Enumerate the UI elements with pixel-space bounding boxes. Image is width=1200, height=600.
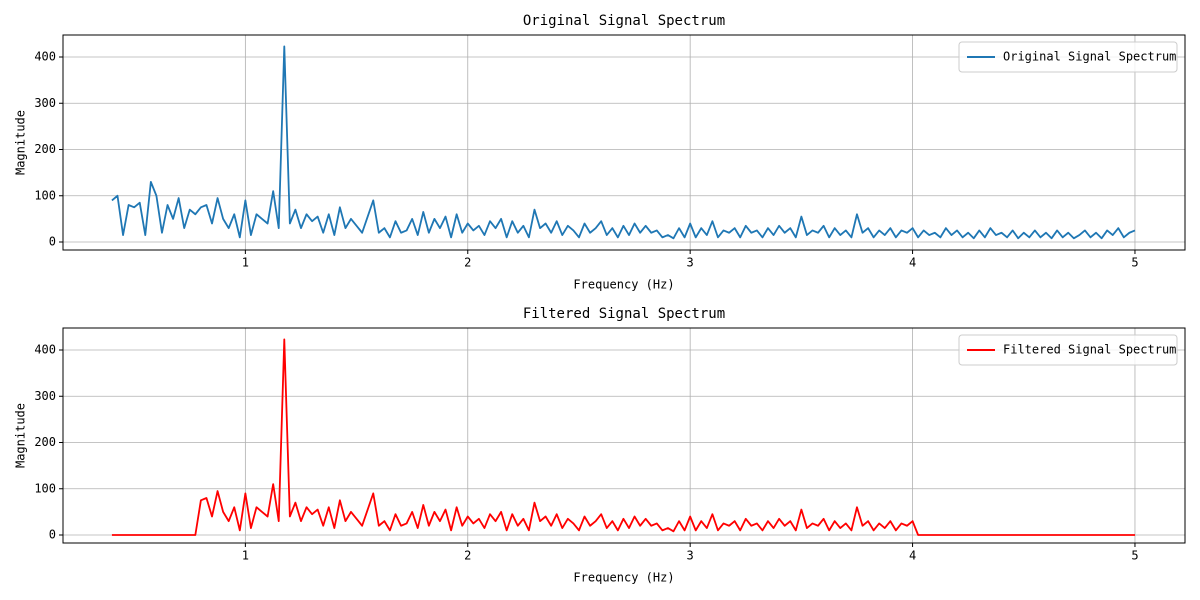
x-axis-label: Frequency (Hz) [573, 571, 674, 585]
y-tick-label: 400 [34, 50, 56, 64]
x-tick-label: 3 [687, 549, 694, 563]
y-tick-label: 200 [34, 142, 56, 156]
y-tick-label: 300 [34, 389, 56, 403]
y-tick-label: 100 [34, 481, 56, 495]
y-axis-label: Magnitude [14, 403, 28, 468]
chart-title: Original Signal Spectrum [523, 13, 725, 29]
y-axis-label: Magnitude [14, 110, 28, 175]
x-tick-label: 1 [242, 256, 249, 270]
x-tick-label: 2 [464, 256, 471, 270]
legend-box [958, 41, 1178, 73]
y-tick-label: 300 [34, 96, 56, 110]
x-tick-label: 4 [909, 549, 916, 563]
y-tick-label: 400 [34, 343, 56, 357]
x-tick-label: 4 [909, 256, 916, 270]
series-line [111, 45, 1136, 240]
x-tick-label: 5 [1131, 256, 1138, 270]
x-tick-label: 3 [687, 256, 694, 270]
plot-frame [62, 34, 1186, 251]
y-tick-label: 0 [49, 527, 56, 541]
chart-title: Filtered Signal Spectrum [523, 306, 725, 322]
x-axis-label: Frequency (Hz) [573, 278, 674, 292]
legend: Filtered Signal Spectrum [958, 334, 1178, 366]
legend-box [958, 334, 1178, 366]
x-tick-label: 1 [242, 549, 249, 563]
y-tick-label: 200 [34, 435, 56, 449]
plot-frame [62, 327, 1186, 544]
y-tick-label: 0 [49, 234, 56, 248]
x-tick-label: 5 [1131, 549, 1138, 563]
legend-label: Filtered Signal Spectrum [1003, 343, 1176, 357]
legend-label: Original Signal Spectrum [1003, 50, 1176, 64]
y-tick-label: 100 [34, 188, 56, 202]
legend: Original Signal Spectrum [958, 41, 1178, 73]
series-line [111, 338, 1135, 536]
x-tick-label: 2 [464, 549, 471, 563]
